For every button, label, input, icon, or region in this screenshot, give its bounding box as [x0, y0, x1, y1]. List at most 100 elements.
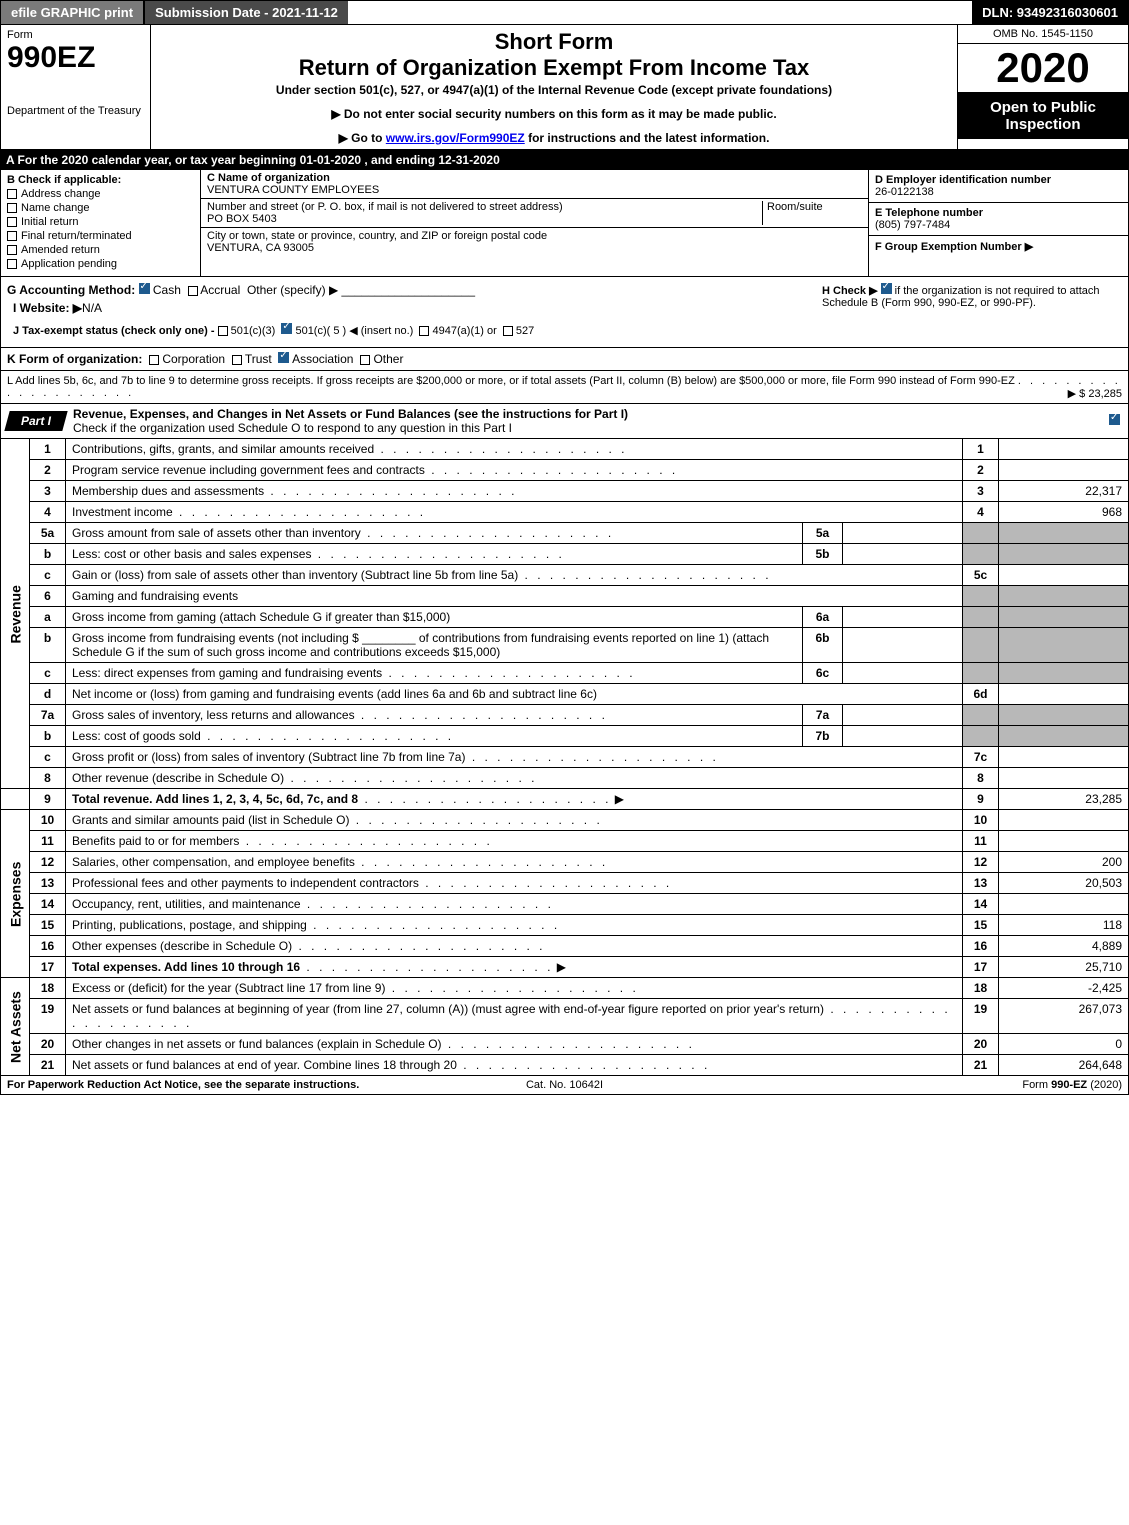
- note-goto-pre: ▶ Go to: [339, 131, 386, 145]
- chk-label: Address change: [21, 188, 101, 200]
- table-row: 13 Professional fees and other payments …: [1, 873, 1129, 894]
- addr-label: Number and street (or P. O. box, if mail…: [207, 201, 563, 213]
- checkbox-icon: [7, 245, 17, 255]
- opt-501c3: 501(c)(3): [231, 325, 276, 337]
- chk-cash[interactable]: [139, 283, 150, 294]
- line-g-h: G Accounting Method: Cash Accrual Other …: [0, 277, 1129, 348]
- box-f-label: F Group Exemption Number ▶: [875, 241, 1033, 253]
- checkbox-icon: [7, 259, 17, 269]
- netassets-side-label: Net Assets: [1, 978, 30, 1076]
- table-row: b Less: cost of goods sold 7b: [1, 726, 1129, 747]
- under-section: Under section 501(c), 527, or 4947(a)(1)…: [157, 83, 951, 97]
- chk-amended-return[interactable]: Amended return: [7, 244, 194, 256]
- table-row: 14 Occupancy, rent, utilities, and maint…: [1, 894, 1129, 915]
- accrual-label: Accrual: [200, 283, 240, 297]
- table-row: a Gross income from gaming (attach Sched…: [1, 607, 1129, 628]
- table-row: 21 Net assets or fund balances at end of…: [1, 1055, 1129, 1076]
- line-l: L Add lines 5b, 6c, and 7b to line 9 to …: [0, 371, 1129, 404]
- chk-label: Application pending: [21, 258, 117, 270]
- table-row: c Gross profit or (loss) from sales of i…: [1, 747, 1129, 768]
- cash-label: Cash: [153, 283, 181, 297]
- chk-501c3[interactable]: [218, 326, 228, 336]
- chk-4947[interactable]: [419, 326, 429, 336]
- website-value: N/A: [82, 301, 102, 315]
- top-bar: efile GRAPHIC print Submission Date - 20…: [0, 0, 1129, 25]
- line-i-label: I Website: ▶: [13, 301, 82, 315]
- table-row: 8 Other revenue (describe in Schedule O)…: [1, 768, 1129, 789]
- box-def: D Employer identification number 26-0122…: [868, 170, 1128, 276]
- chk-application-pending[interactable]: Application pending: [7, 258, 194, 270]
- dept-treasury: Department of the Treasury: [7, 105, 144, 117]
- footer-left: For Paperwork Reduction Act Notice, see …: [7, 1079, 379, 1091]
- checkbox-icon: [7, 231, 17, 241]
- chk-501c[interactable]: [281, 323, 292, 334]
- table-row: b Less: cost or other basis and sales ex…: [1, 544, 1129, 565]
- table-row: 5a Gross amount from sale of assets othe…: [1, 523, 1129, 544]
- line-a-tax-year: A For the 2020 calendar year, or tax yea…: [0, 150, 1129, 170]
- chk-label: Initial return: [21, 216, 78, 228]
- header-center: Short Form Return of Organization Exempt…: [151, 25, 958, 149]
- other-label: Other (specify) ▶: [247, 283, 338, 297]
- chk-final-return[interactable]: Final return/terminated: [7, 230, 194, 242]
- line-i: I Website: ▶N/A: [7, 297, 822, 319]
- checkbox-icon: [7, 217, 17, 227]
- chk-527[interactable]: [503, 326, 513, 336]
- line-k: K Form of organization: Corporation Trus…: [0, 348, 1129, 371]
- opt-trust: Trust: [245, 352, 272, 366]
- table-row: 12 Salaries, other compensation, and emp…: [1, 852, 1129, 873]
- omb-number: OMB No. 1545-1150: [958, 25, 1128, 44]
- table-row: 11 Benefits paid to or for members 11: [1, 831, 1129, 852]
- chk-label: Final return/terminated: [21, 230, 132, 242]
- box-b-title: B Check if applicable:: [7, 174, 194, 186]
- table-row: b Gross income from fundraising events (…: [1, 628, 1129, 663]
- footer-right: Form 990-EZ (2020): [750, 1079, 1122, 1091]
- topbar-spacer: [348, 1, 972, 24]
- opt-501c: 501(c)( 5 ) ◀ (insert no.): [295, 325, 413, 337]
- box-b: B Check if applicable: Address change Na…: [1, 170, 201, 276]
- checkbox-icon: [7, 203, 17, 213]
- part-1-title: Revenue, Expenses, and Changes in Net As…: [65, 404, 1101, 438]
- phone-value: (805) 797-7484: [875, 219, 950, 231]
- page-footer: For Paperwork Reduction Act Notice, see …: [0, 1076, 1129, 1095]
- box-c-label: C Name of organization: [207, 172, 330, 184]
- table-row: Expenses 10 Grants and similar amounts p…: [1, 810, 1129, 831]
- line-j: J Tax-exempt status (check only one) - 5…: [7, 319, 822, 341]
- efile-print-button[interactable]: efile GRAPHIC print: [1, 1, 145, 24]
- irs-link[interactable]: www.irs.gov/Form990EZ: [386, 131, 525, 145]
- short-form-title: Short Form: [157, 29, 951, 55]
- chk-accrual[interactable]: [188, 286, 198, 296]
- line-h: H Check ▶ if the organization is not req…: [822, 283, 1122, 341]
- table-row: 17 Total expenses. Add lines 10 through …: [1, 957, 1129, 978]
- line-g-label: G Accounting Method:: [7, 283, 135, 297]
- table-row: 16 Other expenses (describe in Schedule …: [1, 936, 1129, 957]
- chk-name-change[interactable]: Name change: [7, 202, 194, 214]
- open-to-public: Open to Public Inspection: [958, 93, 1128, 139]
- ein-value: 26-0122138: [875, 186, 934, 198]
- chk-label: Name change: [21, 202, 90, 214]
- part-1-check[interactable]: [1101, 411, 1128, 431]
- table-row: 4 Investment income 4 968: [1, 502, 1129, 523]
- box-d-label: D Employer identification number: [875, 174, 1051, 186]
- form-word: Form: [7, 29, 144, 41]
- note-goto: ▶ Go to www.irs.gov/Form990EZ for instru…: [157, 131, 951, 145]
- opt-corporation: Corporation: [162, 352, 225, 366]
- opt-other-org: Other: [373, 352, 403, 366]
- line-h-label: H Check ▶: [822, 285, 878, 297]
- checkbox-icon: [7, 189, 17, 199]
- chk-other-org[interactable]: [360, 355, 370, 365]
- chk-trust[interactable]: [232, 355, 242, 365]
- form-number: 990EZ: [7, 41, 144, 75]
- table-row: c Gain or (loss) from sale of assets oth…: [1, 565, 1129, 586]
- city-label: City or town, state or province, country…: [207, 230, 547, 242]
- chk-line-h[interactable]: [881, 283, 892, 294]
- table-row: d Net income or (loss) from gaming and f…: [1, 684, 1129, 705]
- chk-corporation[interactable]: [149, 355, 159, 365]
- expenses-side-label: Expenses: [1, 810, 30, 978]
- chk-association[interactable]: [278, 352, 289, 363]
- room-suite-label: Room/suite: [767, 201, 823, 213]
- chk-address-change[interactable]: Address change: [7, 188, 194, 200]
- chk-initial-return[interactable]: Initial return: [7, 216, 194, 228]
- revenue-side-label: Revenue: [1, 439, 30, 789]
- box-e-label: E Telephone number: [875, 207, 983, 219]
- chk-label: Amended return: [21, 244, 100, 256]
